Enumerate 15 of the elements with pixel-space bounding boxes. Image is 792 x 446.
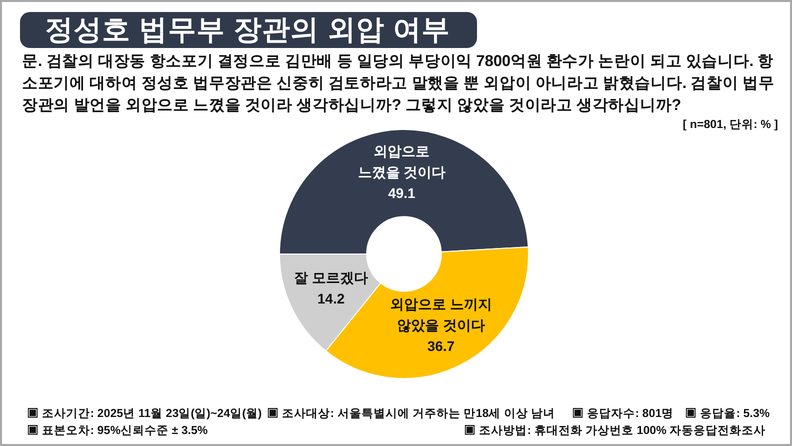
data-label: 36.7 bbox=[427, 338, 455, 354]
text: ▣ 조사방법: 휴대전화 가상번호 100% 자동응답전화조사 bbox=[464, 423, 766, 438]
slice-label: 외압으로 느끼지 않았을 것이다 bbox=[390, 296, 492, 333]
text: ▣ 조사대상: 서울특별시에 거주하는 만18세 이상 남녀 bbox=[267, 406, 556, 421]
chart-subtitle: 문. 검찰의 대장동 항소포기 결정으로 김만배 등 일당의 부당이익 7800억원 환수가 논란이 되고 있습니다. 항소포기에 대하여 정성호 법무장관은 신중히 검토하라고 말했을 뿐 외압이 아니라고 밝혔습니다. 검찰이 법무장관의 발언을 외압으로 느꼈을 것이라 생각하십니까? 그렇지 않았을 것이라고 생각하십니까? bbox=[22, 52, 776, 116]
text: ▣ 조사기간: 2025년 11월 23일(일)~24일(월) bbox=[27, 406, 262, 421]
text: [ n=801, 단위: % ] bbox=[682, 117, 778, 132]
data-label: 49.1 bbox=[388, 184, 416, 201]
data-label: 14.2 bbox=[317, 290, 345, 306]
text: ▣ 응답자수: 801명 bbox=[572, 406, 674, 421]
text: ▣ 표본오차: 95%신뢰수준 ± 3.5% bbox=[27, 423, 208, 438]
slice-label: 외압으로 느꼈을 것이다 bbox=[358, 142, 446, 180]
slice-label: 잘 모르겠다 bbox=[294, 269, 368, 286]
text: ▣ 응답율: 5.3% bbox=[685, 406, 770, 421]
chart-title: 정성호 법무부 장관의 외압 여부 bbox=[45, 13, 450, 47]
